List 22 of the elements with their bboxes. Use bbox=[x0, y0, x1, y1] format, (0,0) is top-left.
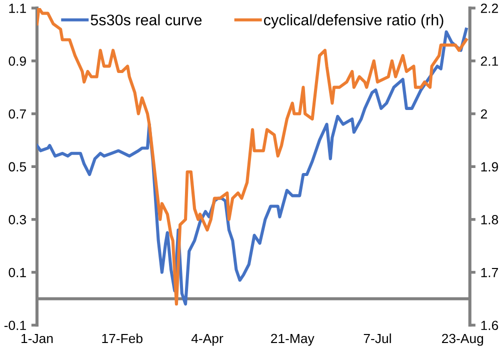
y-tick-label: 0.3 bbox=[8, 215, 26, 224]
x-tick-label: 21-May bbox=[271, 334, 314, 346]
x-tick-label: 7-Jul bbox=[364, 333, 391, 344]
y-tick-label: 1.1 bbox=[9, 4, 26, 13]
y2-tick-label: 1.8 bbox=[481, 215, 498, 224]
legend-label: cyclical/defensive ratio (rh) bbox=[264, 14, 444, 28]
legend-label: 5s30s real curve bbox=[90, 14, 202, 26]
x-tick-label: 23-Aug bbox=[442, 334, 484, 346]
y2-tick-label: 2.2 bbox=[480, 4, 498, 13]
y2-tick-label: 1.6 bbox=[481, 320, 498, 330]
y2-tick-label: 1.9 bbox=[481, 162, 498, 172]
y-tick-label: 0.7 bbox=[8, 109, 26, 119]
y2-tick-label: 1.7 bbox=[481, 268, 498, 278]
y-tick-label: 0.9 bbox=[8, 56, 26, 66]
y-tick-label: 0.1 bbox=[8, 268, 26, 278]
x-tick-label: 4-Apr bbox=[191, 334, 224, 346]
x-tick-label: 17-Feb bbox=[102, 333, 142, 344]
y-tick-label: 0.5 bbox=[8, 162, 26, 172]
y2-tick-label: 2 bbox=[480, 109, 487, 119]
y-tick-label: -0.1 bbox=[4, 320, 26, 330]
y2-tick-label: 2.1 bbox=[480, 56, 498, 66]
x-tick-label: 1-Jan bbox=[22, 334, 53, 344]
